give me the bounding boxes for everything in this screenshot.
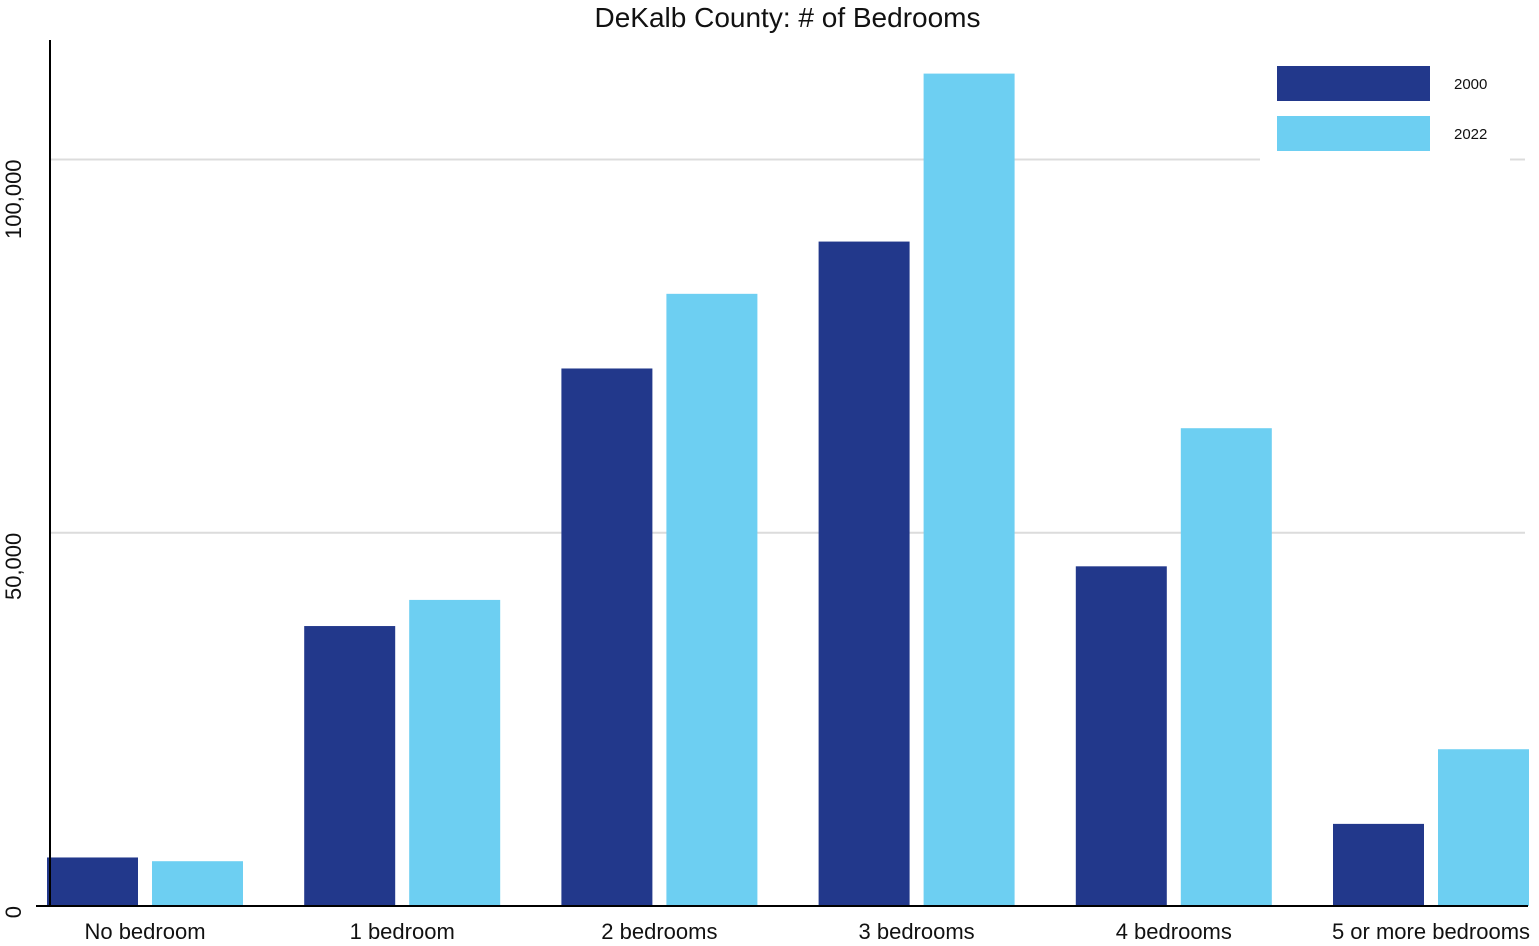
axes: [36, 40, 1528, 907]
bar-2022-3: [923, 73, 1015, 906]
bar-2000-2: [561, 368, 653, 906]
bar-2000-1: [304, 626, 396, 906]
bar-2000-3: [818, 241, 910, 906]
legend-label-2022: 2022: [1454, 126, 1487, 143]
bar-2000-4: [1075, 566, 1167, 906]
y-tick-label: 100,000: [1, 159, 26, 239]
bar-2000-0: [47, 857, 138, 906]
legend-swatch-2000: [1277, 66, 1430, 101]
y-tick-labels: 0 50,000 100,000: [1, 159, 26, 918]
x-tick-label: 2 bedrooms: [601, 919, 717, 944]
x-tick-label: 4 bedrooms: [1116, 919, 1232, 944]
y-tick-label: 0: [1, 906, 26, 918]
chart-title: DeKalb County: # of Bedrooms: [594, 2, 981, 33]
x-tick-label: 1 bedroom: [350, 919, 455, 944]
legend: 2000 2022: [1260, 58, 1510, 163]
bar-2022-4: [1180, 428, 1272, 906]
legend-label-2000: 2000: [1454, 76, 1487, 93]
bar-2022-1: [409, 599, 501, 906]
bar-2022-5: [1438, 749, 1529, 906]
x-tick-label: 3 bedrooms: [859, 919, 975, 944]
bar-2022-2: [666, 293, 758, 906]
y-tick-label: 50,000: [1, 533, 26, 600]
x-tick-label: No bedroom: [84, 919, 205, 944]
legend-swatch-2022: [1277, 116, 1430, 151]
bar-2000-5: [1333, 823, 1424, 906]
bar-2022-0: [152, 861, 243, 906]
bars: [47, 73, 1529, 906]
x-tick-labels: No bedroom 1 bedroom 2 bedrooms 3 bedrooms 4…: [84, 919, 1530, 944]
gridlines: [50, 158, 1525, 534]
x-tick-label: 5 or more bedrooms: [1332, 919, 1530, 944]
